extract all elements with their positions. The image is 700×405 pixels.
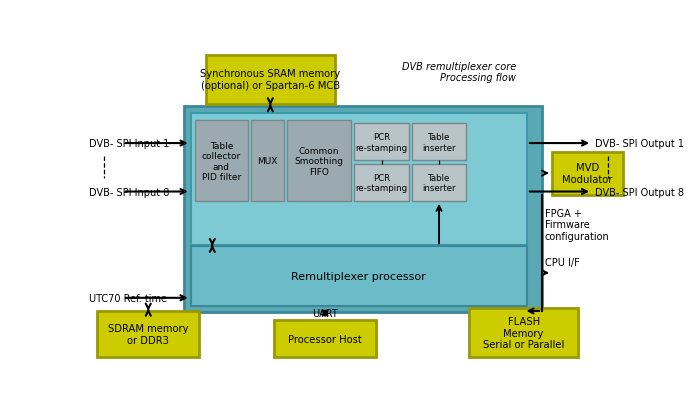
- Text: MUX: MUX: [258, 157, 278, 166]
- Text: DVB- SPI Output 1: DVB- SPI Output 1: [595, 139, 684, 149]
- Bar: [287, 120, 351, 201]
- Text: MVD
Modulator: MVD Modulator: [563, 163, 613, 184]
- Bar: [274, 320, 376, 357]
- Bar: [251, 120, 284, 201]
- Text: Remultiplexer processor: Remultiplexer processor: [291, 271, 426, 281]
- Bar: [354, 164, 409, 201]
- Text: Table
inserter: Table inserter: [422, 174, 456, 193]
- Text: DVB remultiplexer core: DVB remultiplexer core: [402, 62, 516, 72]
- Text: UART: UART: [312, 308, 338, 318]
- Text: DVB- SPI Input 8: DVB- SPI Input 8: [89, 187, 169, 197]
- Text: Processor Host: Processor Host: [288, 334, 362, 344]
- Text: CPU I/F: CPU I/F: [545, 258, 580, 268]
- Bar: [97, 311, 200, 357]
- Text: Common
Smoothing
FIFO: Common Smoothing FIFO: [295, 147, 344, 176]
- Text: PCR
re-stamping: PCR re-stamping: [356, 174, 407, 193]
- Bar: [412, 124, 466, 161]
- Bar: [195, 120, 248, 201]
- Bar: [190, 114, 527, 245]
- Text: Table
collector
and
PID filter: Table collector and PID filter: [202, 141, 241, 181]
- Text: UTC70 Ref. time: UTC70 Ref. time: [89, 293, 167, 303]
- Text: Synchronous SRAM memory
(optional) or Spartan-6 MCB: Synchronous SRAM memory (optional) or Sp…: [200, 69, 340, 91]
- Bar: [190, 247, 527, 306]
- Text: DVB- SPI Input 1: DVB- SPI Input 1: [89, 139, 169, 149]
- Text: FLASH
Memory
Serial or Parallel: FLASH Memory Serial or Parallel: [483, 316, 564, 349]
- Bar: [184, 106, 542, 312]
- Bar: [412, 164, 466, 201]
- Text: DVB- SPI Output 8: DVB- SPI Output 8: [595, 187, 684, 197]
- Text: Table
inserter: Table inserter: [422, 133, 456, 152]
- Bar: [552, 152, 624, 195]
- Bar: [469, 308, 578, 357]
- Text: SDRAM memory
or DDR3: SDRAM memory or DDR3: [108, 324, 188, 345]
- Text: PCR
re-stamping: PCR re-stamping: [356, 133, 407, 152]
- Text: FPGA +
Firmware
configuration: FPGA + Firmware configuration: [545, 208, 610, 241]
- Bar: [354, 124, 409, 161]
- Bar: [206, 55, 335, 105]
- Text: Processing flow: Processing flow: [440, 73, 516, 83]
